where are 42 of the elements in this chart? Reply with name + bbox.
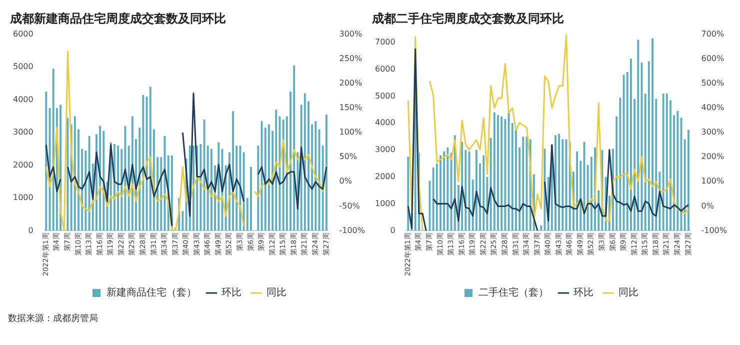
- y2-tick-label: 0%: [701, 201, 714, 210]
- y2-tick-label: 0%: [339, 176, 352, 186]
- legend-label: 二手住宅（套）: [478, 286, 548, 299]
- legend-label: 同比: [266, 286, 286, 299]
- y2-tick-label: -100%: [339, 226, 366, 235]
- y2-tick-label: -50%: [339, 201, 360, 210]
- y2-tick-label: 200%: [339, 78, 363, 88]
- y-tick-label: 0: [28, 226, 34, 235]
- y2-tick-label: 200%: [701, 152, 725, 162]
- y-tick-label: 5000: [375, 91, 396, 100]
- y2-tick-label: 100%: [701, 176, 725, 186]
- legend-label: 新建商品住宅（套）: [106, 286, 196, 299]
- legend-label: 同比: [618, 286, 638, 299]
- y2-tick-label: 300%: [339, 29, 363, 38]
- y-tick-label: 1000: [375, 198, 396, 208]
- y-tick-label: 2000: [13, 160, 34, 170]
- y-tick-label: 3000: [375, 145, 396, 154]
- y-tick-label: 6000: [13, 29, 34, 38]
- y2-tick-label: 50%: [339, 152, 358, 162]
- source-note: 数据来源：成都房管局: [8, 312, 99, 325]
- y2-tick-label: 700%: [701, 29, 725, 38]
- y-tick-label: 3000: [13, 128, 34, 137]
- y2-tick-label: 250%: [339, 54, 363, 64]
- y-tick-label: 1000: [13, 193, 34, 202]
- y2-tick-label: -100%: [701, 226, 728, 235]
- y-tick-label: 4000: [375, 118, 396, 128]
- y2-tick-label: 300%: [701, 128, 725, 137]
- y-tick-label: 2000: [375, 172, 396, 182]
- y2-tick-label: 600%: [701, 54, 725, 64]
- chart-title: 成都新建商品住宅周度成交套数及同环比: [9, 11, 226, 26]
- y2-tick-label: 100%: [339, 128, 363, 137]
- y-tick-label: 6000: [375, 64, 396, 74]
- y-tick-label: 7000: [375, 38, 396, 47]
- y-tick-label: 0: [390, 226, 396, 235]
- y-tick-label: 4000: [13, 94, 34, 104]
- chart-title: 成都二手住宅周度成交套数及同环比: [371, 11, 564, 26]
- legend-label: 环比: [222, 286, 242, 299]
- y2-tick-label: 500%: [701, 78, 725, 88]
- legend-label: 环比: [574, 286, 594, 299]
- y2-tick-label: 400%: [701, 103, 725, 112]
- y2-tick-label: 150%: [339, 103, 363, 112]
- y-tick-label: 5000: [13, 62, 34, 72]
